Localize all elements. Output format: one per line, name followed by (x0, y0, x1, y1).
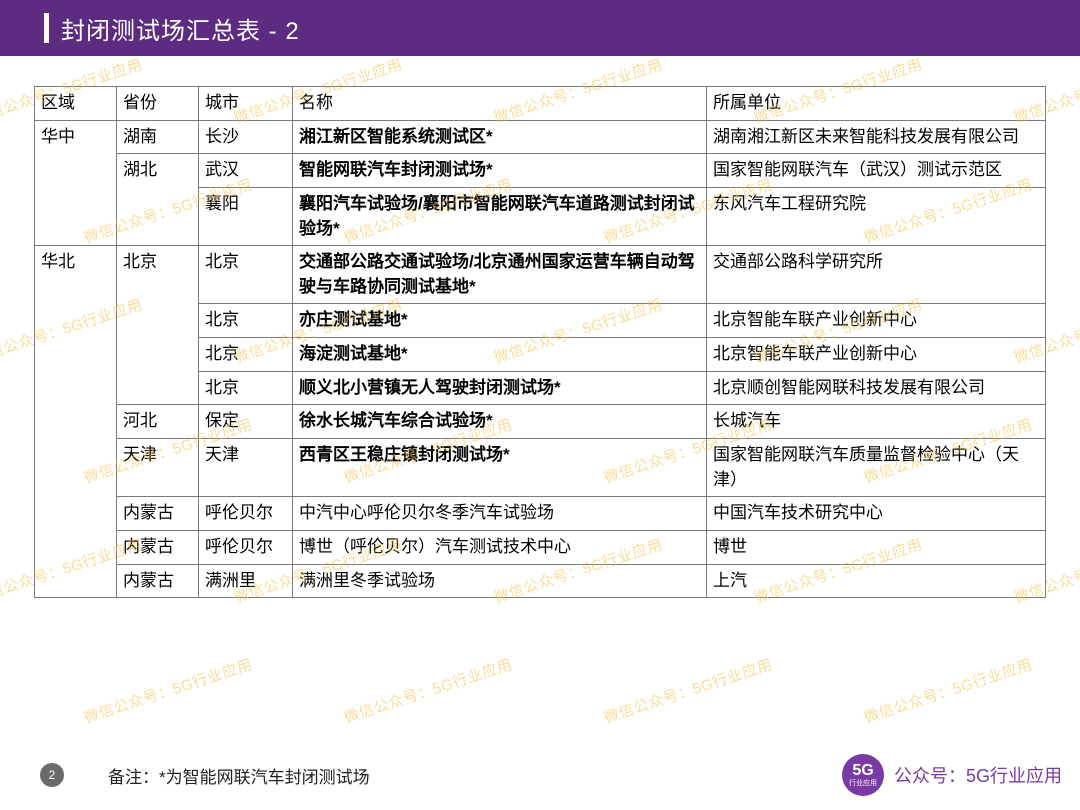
table-row: 内蒙古呼伦贝尔中汽中心呼伦贝尔冬季汽车试验场中国汽车技术研究中心 (35, 497, 1046, 531)
footnote-text: 备注：*为智能网联汽车封闭测试场 (108, 763, 370, 788)
cell-name: 交通部公路交通试验场/北京通州国家运营车辆自动驾驶与车路协同测试基地* (293, 246, 707, 304)
cell-city: 武汉 (199, 154, 293, 188)
page-number-badge: 2 (40, 763, 64, 787)
watermark-text: 微信公众号：5G行业应用 (861, 653, 1035, 727)
cell-name: 亦庄测试基地* (293, 304, 707, 338)
cell-city: 北京 (199, 338, 293, 372)
header-accent-bar (44, 13, 49, 43)
table-row: 华北北京北京交通部公路交通试验场/北京通州国家运营车辆自动驾驶与车路协同测试基地… (35, 246, 1046, 304)
cell-org: 国家智能网联汽车（武汉）测试示范区 (707, 154, 1046, 188)
cell-city: 北京 (199, 246, 293, 304)
cell-province: 北京 (117, 246, 199, 405)
cell-org: 北京智能车联产业创新中心 (707, 338, 1046, 372)
cell-org: 中国汽车技术研究中心 (707, 497, 1046, 531)
summary-table: 区域 省份 城市 名称 所属单位 华中湖南长沙湘江新区智能系统测试区*湖南湘江新… (34, 86, 1046, 598)
watermark-text: 微信公众号：5G行业应用 (601, 653, 775, 727)
watermark-text: 微信公众号：5G行业应用 (81, 653, 255, 727)
watermark-text: 微信公众号：5G行业应用 (341, 653, 515, 727)
table-body: 华中湖南长沙湘江新区智能系统测试区*湖南湘江新区未来智能科技发展有限公司湖北武汉… (35, 120, 1046, 598)
table-row: 华中湖南长沙湘江新区智能系统测试区*湖南湘江新区未来智能科技发展有限公司 (35, 120, 1046, 154)
cell-province: 湖北 (117, 154, 199, 246)
cell-region: 华中 (35, 120, 117, 246)
cell-org: 长城汽车 (707, 405, 1046, 439)
cell-org: 北京智能车联产业创新中心 (707, 304, 1046, 338)
cell-name: 襄阳汽车试验场/襄阳市智能网联汽车道路测试封闭试验场* (293, 187, 707, 245)
cell-name: 徐水长城汽车综合试验场* (293, 405, 707, 439)
col-org: 所属单位 (707, 87, 1046, 121)
table-row: 河北保定徐水长城汽车综合试验场*长城汽车 (35, 405, 1046, 439)
logo-sub-text: 行业应用 (849, 780, 877, 787)
cell-name: 博世（呼伦贝尔）汽车测试技术中心 (293, 530, 707, 564)
cell-city: 长沙 (199, 120, 293, 154)
logo-main-text: 5G (852, 763, 873, 779)
logo-5g-icon: 5G 行业应用 (842, 754, 884, 796)
cell-name: 智能网联汽车封闭测试场* (293, 154, 707, 188)
cell-city: 北京 (199, 371, 293, 405)
cell-name: 西青区王稳庄镇封闭测试场* (293, 439, 707, 497)
cell-org: 国家智能网联汽车质量监督检验中心（天津） (707, 439, 1046, 497)
cell-city: 天津 (199, 439, 293, 497)
cell-city: 呼伦贝尔 (199, 530, 293, 564)
cell-org: 东风汽车工程研究院 (707, 187, 1046, 245)
cell-city: 保定 (199, 405, 293, 439)
cell-city: 呼伦贝尔 (199, 497, 293, 531)
cell-city: 满洲里 (199, 564, 293, 598)
cell-org: 上汽 (707, 564, 1046, 598)
cell-name: 满洲里冬季试验场 (293, 564, 707, 598)
col-region: 区域 (35, 87, 117, 121)
slide-title: 封闭测试场汇总表 - 2 (61, 11, 300, 46)
table-row: 内蒙古呼伦贝尔博世（呼伦贝尔）汽车测试技术中心博世 (35, 530, 1046, 564)
cell-name: 顺义北小营镇无人驾驶封闭测试场* (293, 371, 707, 405)
table-header-row: 区域 省份 城市 名称 所属单位 (35, 87, 1046, 121)
publisher-text: 公众号：5G行业应用 (894, 762, 1062, 788)
cell-province: 内蒙古 (117, 530, 199, 564)
cell-province: 河北 (117, 405, 199, 439)
cell-city: 北京 (199, 304, 293, 338)
cell-name: 海淀测试基地* (293, 338, 707, 372)
slide-footer: 2 备注：*为智能网联汽车封闭测试场 5G 行业应用 公众号：5G行业应用 (0, 752, 1080, 798)
col-city: 城市 (199, 87, 293, 121)
content-area: 区域 省份 城市 名称 所属单位 华中湖南长沙湘江新区智能系统测试区*湖南湘江新… (0, 56, 1080, 598)
cell-region: 华北 (35, 246, 117, 598)
cell-province: 湖南 (117, 120, 199, 154)
cell-province: 天津 (117, 439, 199, 497)
cell-org: 博世 (707, 530, 1046, 564)
slide-header: 封闭测试场汇总表 - 2 (0, 0, 1080, 56)
cell-org: 北京顺创智能网联科技发展有限公司 (707, 371, 1046, 405)
cell-name: 湘江新区智能系统测试区* (293, 120, 707, 154)
cell-province: 内蒙古 (117, 564, 199, 598)
table-row: 湖北武汉智能网联汽车封闭测试场*国家智能网联汽车（武汉）测试示范区 (35, 154, 1046, 188)
cell-province: 内蒙古 (117, 497, 199, 531)
cell-city: 襄阳 (199, 187, 293, 245)
col-province: 省份 (117, 87, 199, 121)
table-row: 天津天津西青区王稳庄镇封闭测试场*国家智能网联汽车质量监督检验中心（天津） (35, 439, 1046, 497)
cell-org: 交通部公路科学研究所 (707, 246, 1046, 304)
col-name: 名称 (293, 87, 707, 121)
cell-org: 湖南湘江新区未来智能科技发展有限公司 (707, 120, 1046, 154)
footer-right: 5G 行业应用 公众号：5G行业应用 (842, 754, 1062, 796)
table-row: 内蒙古满洲里满洲里冬季试验场上汽 (35, 564, 1046, 598)
cell-name: 中汽中心呼伦贝尔冬季汽车试验场 (293, 497, 707, 531)
